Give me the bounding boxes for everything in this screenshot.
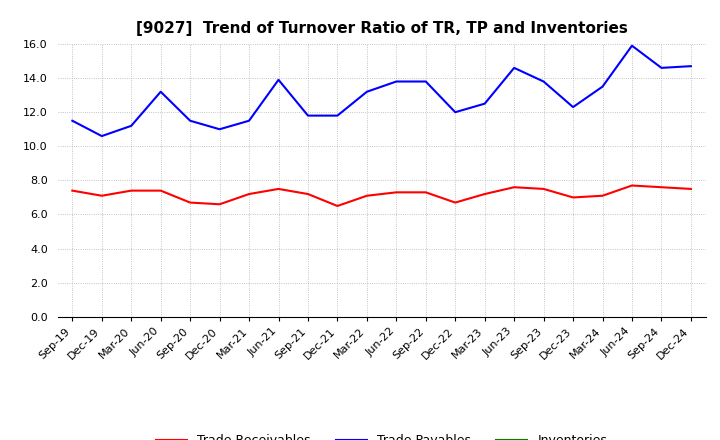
Trade Payables: [363, 89, 372, 94]
Trade Receivables: [186, 200, 194, 205]
Trade Receivables: [510, 185, 518, 190]
Trade Receivables: [363, 193, 372, 198]
Trade Receivables: [127, 188, 135, 193]
Line: Trade Receivables: Trade Receivables: [72, 186, 691, 206]
Trade Payables: [97, 133, 106, 139]
Trade Receivables: [687, 186, 696, 191]
Trade Payables: [304, 113, 312, 118]
Trade Payables: [392, 79, 400, 84]
Trade Payables: [569, 104, 577, 110]
Trade Payables: [598, 84, 607, 89]
Trade Payables: [480, 101, 489, 106]
Trade Payables: [687, 63, 696, 69]
Trade Receivables: [156, 188, 165, 193]
Trade Receivables: [421, 190, 430, 195]
Trade Receivables: [539, 186, 548, 191]
Trade Payables: [657, 65, 666, 70]
Trade Payables: [186, 118, 194, 123]
Trade Receivables: [245, 191, 253, 197]
Trade Receivables: [274, 186, 283, 191]
Trade Payables: [68, 118, 76, 123]
Trade Payables: [156, 89, 165, 94]
Trade Payables: [539, 79, 548, 84]
Trade Payables: [628, 43, 636, 48]
Line: Trade Payables: Trade Payables: [72, 46, 691, 136]
Trade Payables: [245, 118, 253, 123]
Title: [9027]  Trend of Turnover Ratio of TR, TP and Inventories: [9027] Trend of Turnover Ratio of TR, TP…: [135, 21, 628, 36]
Trade Receivables: [480, 191, 489, 197]
Trade Receivables: [304, 191, 312, 197]
Trade Payables: [215, 127, 224, 132]
Trade Receivables: [628, 183, 636, 188]
Trade Receivables: [68, 188, 76, 193]
Trade Payables: [274, 77, 283, 82]
Trade Receivables: [598, 193, 607, 198]
Trade Receivables: [215, 202, 224, 207]
Trade Payables: [510, 65, 518, 70]
Trade Receivables: [333, 203, 342, 209]
Trade Receivables: [451, 200, 459, 205]
Trade Receivables: [657, 185, 666, 190]
Trade Receivables: [569, 195, 577, 200]
Trade Receivables: [392, 190, 400, 195]
Legend: Trade Receivables, Trade Payables, Inventories: Trade Receivables, Trade Payables, Inven…: [151, 429, 612, 440]
Trade Receivables: [97, 193, 106, 198]
Trade Payables: [421, 79, 430, 84]
Trade Payables: [451, 110, 459, 115]
Trade Payables: [127, 123, 135, 128]
Trade Payables: [333, 113, 342, 118]
